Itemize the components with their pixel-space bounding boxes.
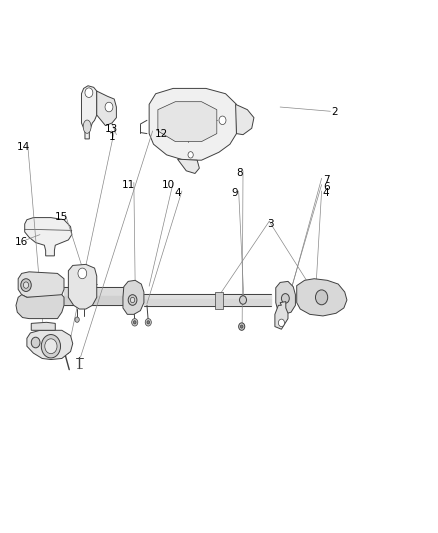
Text: 11: 11 — [122, 180, 135, 190]
Circle shape — [85, 88, 93, 98]
Text: 12: 12 — [154, 128, 168, 139]
Circle shape — [78, 268, 87, 279]
Polygon shape — [236, 104, 254, 135]
Polygon shape — [81, 86, 97, 139]
Polygon shape — [18, 272, 64, 297]
Ellipse shape — [83, 120, 91, 133]
Circle shape — [145, 319, 151, 326]
Circle shape — [131, 297, 135, 303]
Text: 1: 1 — [109, 132, 116, 142]
Polygon shape — [276, 281, 295, 314]
Polygon shape — [31, 322, 55, 330]
Text: 3: 3 — [267, 219, 274, 229]
Text: 6: 6 — [323, 182, 329, 192]
Text: 15: 15 — [55, 212, 68, 222]
Polygon shape — [25, 217, 72, 256]
Circle shape — [75, 317, 79, 322]
Text: 2: 2 — [332, 107, 338, 117]
Text: 13: 13 — [105, 124, 118, 134]
Circle shape — [315, 290, 328, 305]
Circle shape — [21, 279, 31, 292]
Text: 10: 10 — [161, 180, 174, 190]
Circle shape — [31, 337, 40, 348]
Polygon shape — [16, 295, 64, 319]
Polygon shape — [158, 102, 217, 142]
Polygon shape — [275, 302, 288, 329]
Circle shape — [147, 321, 150, 324]
Polygon shape — [27, 330, 73, 360]
Circle shape — [239, 323, 245, 330]
Polygon shape — [177, 159, 199, 173]
Circle shape — [240, 296, 247, 304]
Circle shape — [279, 319, 285, 327]
Polygon shape — [68, 264, 97, 309]
Circle shape — [23, 282, 28, 288]
Polygon shape — [97, 91, 117, 126]
Text: 16: 16 — [14, 237, 28, 247]
Circle shape — [134, 321, 136, 324]
Circle shape — [132, 319, 138, 326]
Text: 9: 9 — [231, 188, 238, 198]
Circle shape — [282, 294, 289, 303]
Text: 4: 4 — [174, 188, 181, 198]
Polygon shape — [123, 280, 144, 314]
Circle shape — [188, 152, 193, 158]
Polygon shape — [297, 279, 347, 316]
Text: 8: 8 — [237, 168, 243, 178]
Circle shape — [128, 295, 137, 305]
Circle shape — [240, 325, 243, 328]
Polygon shape — [149, 88, 237, 160]
Circle shape — [219, 116, 226, 125]
Text: 7: 7 — [323, 175, 329, 185]
Polygon shape — [215, 292, 223, 309]
Circle shape — [105, 102, 113, 112]
Circle shape — [45, 339, 57, 354]
Circle shape — [41, 335, 60, 358]
Text: 4: 4 — [323, 188, 329, 198]
Text: 14: 14 — [17, 142, 31, 152]
